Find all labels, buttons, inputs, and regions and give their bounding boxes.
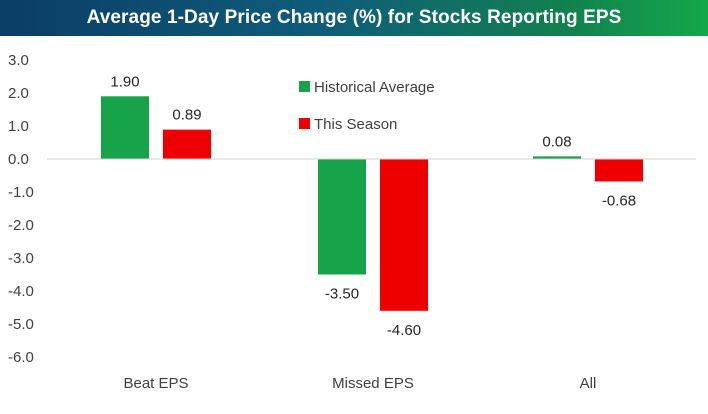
bars [101,96,643,311]
legend-swatch [299,118,310,129]
x-tick-label: Beat EPS [123,375,188,392]
y-tick-label: -3.0 [8,250,34,267]
y-tick-label: 0.0 [8,151,29,168]
data-label: 1.90 [110,73,139,90]
y-tick-label: -4.0 [8,283,34,300]
legend-label: Historical Average [314,79,435,96]
bar-historical-0 [101,96,149,159]
x-axis: Beat EPS Missed EPS All [123,375,596,392]
data-label: 0.08 [542,133,571,150]
title-bar: Average 1-Day Price Change (%) for Stock… [0,0,708,36]
bar-season-0 [163,129,211,159]
data-label: -4.60 [387,322,421,339]
legend-swatch [299,81,310,92]
y-tick-label: -1.0 [8,184,34,201]
y-axis: 3.0 2.0 1.0 0.0 -1.0 -2.0 -3.0 -4.0 -5.0 -6.0 [8,52,34,366]
bar-historical-1 [318,159,366,275]
bar-season-2 [595,159,643,182]
data-label: 0.89 [172,107,201,124]
data-label: -0.68 [602,192,636,209]
chart-title: Average 1-Day Price Change (%) for Stock… [86,7,622,28]
legend: Historical Average This Season [299,79,435,133]
data-labels: 1.90 -3.50 0.08 0.89 -4.60 -0.68 [110,73,636,339]
y-tick-label: -2.0 [8,217,34,234]
y-tick-label: 1.0 [8,118,29,135]
data-label: -3.50 [325,286,359,303]
legend-label: This Season [314,116,397,133]
y-tick-label: 2.0 [8,85,29,102]
x-tick-label: All [580,375,597,392]
y-tick-label: 3.0 [8,52,29,69]
y-tick-label: -6.0 [8,349,34,366]
y-tick-label: -5.0 [8,316,34,333]
bar-historical-2 [533,156,581,159]
bar-season-1 [380,159,428,311]
x-tick-label: Missed EPS [332,375,414,392]
